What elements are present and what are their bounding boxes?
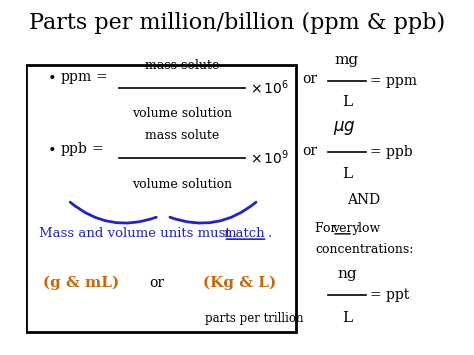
Text: = ppb: = ppb [370,145,413,159]
Text: very: very [332,222,360,235]
Text: .: . [267,227,272,240]
Text: For: For [315,222,341,235]
Text: L: L [342,167,352,181]
Text: Parts per million/billion (ppm & ppb): Parts per million/billion (ppm & ppb) [29,12,445,34]
Text: $\bullet$ ppb =: $\bullet$ ppb = [47,140,105,158]
FancyBboxPatch shape [26,65,296,333]
Text: parts per trillion: parts per trillion [205,312,304,325]
Text: or: or [302,72,318,86]
Text: L: L [342,95,352,109]
Text: L: L [342,311,352,325]
Text: low: low [354,222,380,235]
Text: mass solute: mass solute [145,59,219,72]
Text: Mass and volume units must: Mass and volume units must [38,227,234,240]
Text: or: or [149,276,164,290]
Text: volume solution: volume solution [132,107,232,120]
Text: ng: ng [337,267,356,282]
Text: $\bullet$ ppm =: $\bullet$ ppm = [47,71,109,86]
Text: $\times\,10^{6}$: $\times\,10^{6}$ [250,78,289,97]
Text: or: or [302,144,318,158]
Text: concentrations:: concentrations: [315,243,413,256]
Text: $\mu$g: $\mu$g [333,119,356,137]
Text: volume solution: volume solution [132,178,232,191]
Text: (Kg & L): (Kg & L) [203,276,276,290]
Text: AND: AND [347,193,380,207]
Text: = ppm: = ppm [370,73,417,88]
Text: match: match [223,227,265,240]
Text: mg: mg [335,53,359,66]
Text: (g & mL): (g & mL) [43,276,119,290]
Text: = ppt: = ppt [370,289,409,302]
Text: mass solute: mass solute [145,129,219,142]
Text: $\times\,10^{9}$: $\times\,10^{9}$ [250,149,289,168]
